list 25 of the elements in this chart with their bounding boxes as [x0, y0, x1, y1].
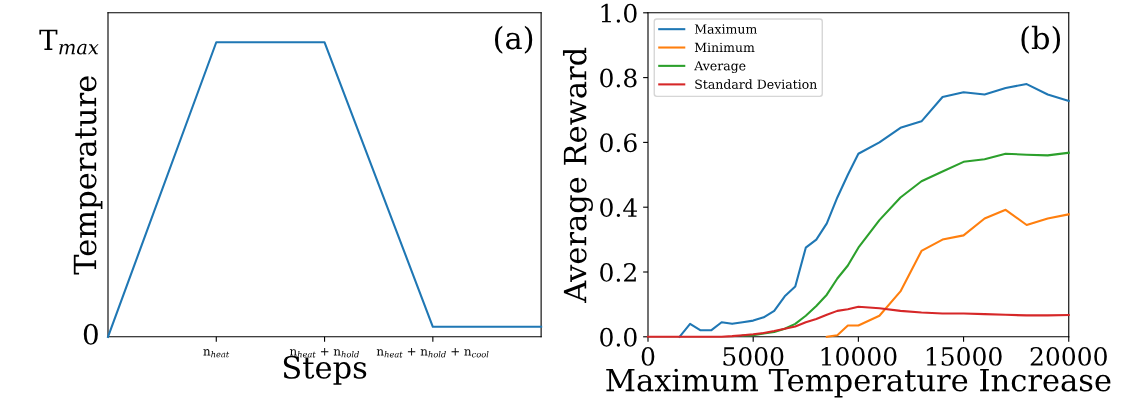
annotation: (a)	[494, 25, 533, 54]
x-tick-label: 20000	[1030, 346, 1107, 366]
text: T$_{max}$	[39, 29, 99, 55]
legend-label: Minimum	[694, 42, 755, 53]
x-tick-label: 5000	[723, 346, 784, 366]
line-series	[741, 151, 1070, 337]
y-tick-label: 0.6	[600, 133, 637, 153]
annotation: (b)	[1021, 25, 1061, 54]
legend-label: Maximum	[694, 24, 757, 34]
x-tick-label: 15000	[926, 346, 1002, 366]
y-tick-label: 0.0	[600, 327, 637, 347]
line-series	[825, 208, 1070, 338]
x-tick-label: 0	[641, 346, 655, 366]
y-tick-label: 0.2	[600, 262, 636, 282]
y-tick-label: 1.0	[601, 3, 637, 23]
y-tick-label: 0.4	[600, 198, 638, 218]
x-axis-title: Maximum Temperature Increase	[606, 368, 1111, 398]
x-tick-label: 10000	[821, 346, 897, 366]
y-axis-title: Temperature	[73, 76, 103, 275]
y-tick-label: 0.8	[600, 68, 637, 88]
legend-label: Standard Deviation	[695, 79, 817, 89]
x-tick-label: n$_{heat}$	[203, 349, 230, 358]
legend-label: Average	[694, 61, 746, 74]
x-tick-label: n$_{heat}$ + n$_{hold}$ + n$_{cool}$	[376, 348, 489, 358]
y-axis-title: Average Reward	[562, 47, 593, 303]
